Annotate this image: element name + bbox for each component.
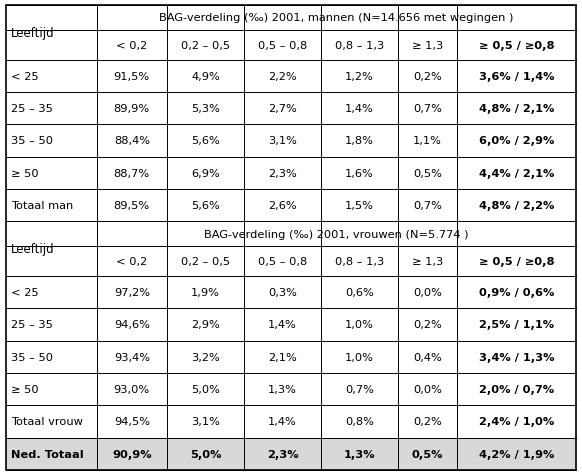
Text: 4,2% / 1,9%: 4,2% / 1,9% <box>479 449 554 459</box>
Text: 0,9% / 0,6%: 0,9% / 0,6% <box>479 288 554 298</box>
Text: 2,9%: 2,9% <box>191 320 220 330</box>
Text: 25 – 35: 25 – 35 <box>11 320 53 330</box>
Text: 2,3%: 2,3% <box>268 169 297 178</box>
Text: 0,0%: 0,0% <box>413 288 442 298</box>
Text: 0,5 – 0,8: 0,5 – 0,8 <box>258 257 307 267</box>
Text: 2,0% / 0,7%: 2,0% / 0,7% <box>479 384 554 394</box>
Text: 5,0%: 5,0% <box>190 449 221 459</box>
Text: 88,7%: 88,7% <box>113 169 150 178</box>
Text: 2,4% / 1,0%: 2,4% / 1,0% <box>479 416 554 426</box>
Text: Totaal vrouw: Totaal vrouw <box>11 416 83 426</box>
Text: 2,2%: 2,2% <box>268 71 297 81</box>
Text: < 0,2: < 0,2 <box>116 257 147 267</box>
Text: 0,3%: 0,3% <box>268 288 297 298</box>
Text: 1,4%: 1,4% <box>345 104 374 114</box>
Text: 0,4%: 0,4% <box>413 352 442 362</box>
Text: 35 – 50: 35 – 50 <box>11 136 53 146</box>
Text: 93,0%: 93,0% <box>113 384 150 394</box>
Text: ≥ 0,5 / ≥0,8: ≥ 0,5 / ≥0,8 <box>479 257 554 267</box>
Text: 0,7%: 0,7% <box>413 104 442 114</box>
Text: 6,9%: 6,9% <box>191 169 220 178</box>
Text: 0,5%: 0,5% <box>413 169 442 178</box>
Text: 94,6%: 94,6% <box>114 320 150 330</box>
Text: 1,3%: 1,3% <box>344 449 375 459</box>
Text: 97,2%: 97,2% <box>114 288 150 298</box>
Bar <box>6 438 576 470</box>
Text: 1,8%: 1,8% <box>345 136 374 146</box>
Text: 1,6%: 1,6% <box>345 169 374 178</box>
Text: Ned. Totaal: Ned. Totaal <box>11 449 84 459</box>
Text: 4,8% / 2,1%: 4,8% / 2,1% <box>479 104 554 114</box>
Text: ≥ 50: ≥ 50 <box>11 169 38 178</box>
Text: 90,9%: 90,9% <box>112 449 151 459</box>
Text: 3,2%: 3,2% <box>191 352 220 362</box>
Text: 2,1%: 2,1% <box>268 352 297 362</box>
Text: 2,3%: 2,3% <box>267 449 299 459</box>
Text: 1,4%: 1,4% <box>268 416 297 426</box>
Text: 1,0%: 1,0% <box>345 320 374 330</box>
Text: 1,2%: 1,2% <box>345 71 374 81</box>
Text: < 25: < 25 <box>11 288 38 298</box>
Text: 25 – 35: 25 – 35 <box>11 104 53 114</box>
Text: 6,0% / 2,9%: 6,0% / 2,9% <box>479 136 554 146</box>
Text: 0,7%: 0,7% <box>345 384 374 394</box>
Text: < 25: < 25 <box>11 71 38 81</box>
Text: 0,7%: 0,7% <box>413 201 442 211</box>
Text: 3,1%: 3,1% <box>191 416 220 426</box>
Text: 35 – 50: 35 – 50 <box>11 352 53 362</box>
Text: 0,2%: 0,2% <box>413 416 442 426</box>
Text: 89,5%: 89,5% <box>113 201 150 211</box>
Text: 4,9%: 4,9% <box>191 71 220 81</box>
Text: 5,3%: 5,3% <box>191 104 220 114</box>
Text: ≥ 1,3: ≥ 1,3 <box>412 257 443 267</box>
Text: 0,6%: 0,6% <box>345 288 374 298</box>
Text: 2,7%: 2,7% <box>268 104 297 114</box>
Text: 5,0%: 5,0% <box>191 384 220 394</box>
Text: 0,0%: 0,0% <box>413 384 442 394</box>
Text: Totaal man: Totaal man <box>11 201 73 211</box>
Text: ≥ 0,5 / ≥0,8: ≥ 0,5 / ≥0,8 <box>479 40 554 50</box>
Text: 89,9%: 89,9% <box>113 104 150 114</box>
Text: 0,2 – 0,5: 0,2 – 0,5 <box>181 40 230 50</box>
Text: 1,3%: 1,3% <box>268 384 297 394</box>
Text: Leeftijd: Leeftijd <box>11 27 55 40</box>
Text: < 0,2: < 0,2 <box>116 40 147 50</box>
Text: 1,9%: 1,9% <box>191 288 220 298</box>
Text: 3,4% / 1,3%: 3,4% / 1,3% <box>479 352 554 362</box>
Text: 0,8 – 1,3: 0,8 – 1,3 <box>335 257 384 267</box>
Text: 1,1%: 1,1% <box>413 136 442 146</box>
Text: 2,5% / 1,1%: 2,5% / 1,1% <box>479 320 554 330</box>
Text: 4,8% / 2,2%: 4,8% / 2,2% <box>479 201 554 211</box>
Text: 93,4%: 93,4% <box>114 352 150 362</box>
Text: ≥ 50: ≥ 50 <box>11 384 38 394</box>
Text: 0,2%: 0,2% <box>413 320 442 330</box>
Text: 0,2%: 0,2% <box>413 71 442 81</box>
Text: 3,1%: 3,1% <box>268 136 297 146</box>
Text: 3,6% / 1,4%: 3,6% / 1,4% <box>479 71 554 81</box>
Text: 5,6%: 5,6% <box>191 136 220 146</box>
Text: 0,5%: 0,5% <box>412 449 443 459</box>
Text: 1,0%: 1,0% <box>345 352 374 362</box>
Text: BAG-verdeling (‰) 2001, mannen (N=14.656 met wegingen ): BAG-verdeling (‰) 2001, mannen (N=14.656… <box>159 13 513 23</box>
Text: 5,6%: 5,6% <box>191 201 220 211</box>
Text: 0,8%: 0,8% <box>345 416 374 426</box>
Text: 2,6%: 2,6% <box>268 201 297 211</box>
Text: 1,4%: 1,4% <box>268 320 297 330</box>
Text: 1,5%: 1,5% <box>345 201 374 211</box>
Text: 94,5%: 94,5% <box>114 416 150 426</box>
Text: 0,2 – 0,5: 0,2 – 0,5 <box>181 257 230 267</box>
Text: 0,8 – 1,3: 0,8 – 1,3 <box>335 40 384 50</box>
Text: BAG-verdeling (‰) 2001, vrouwen (N=5.774 ): BAG-verdeling (‰) 2001, vrouwen (N=5.774… <box>204 229 469 239</box>
Text: ≥ 1,3: ≥ 1,3 <box>412 40 443 50</box>
Text: 4,4% / 2,1%: 4,4% / 2,1% <box>479 169 554 178</box>
Text: 0,5 – 0,8: 0,5 – 0,8 <box>258 40 307 50</box>
Text: Leeftijd: Leeftijd <box>11 243 55 256</box>
Text: 91,5%: 91,5% <box>113 71 150 81</box>
Text: 88,4%: 88,4% <box>114 136 150 146</box>
